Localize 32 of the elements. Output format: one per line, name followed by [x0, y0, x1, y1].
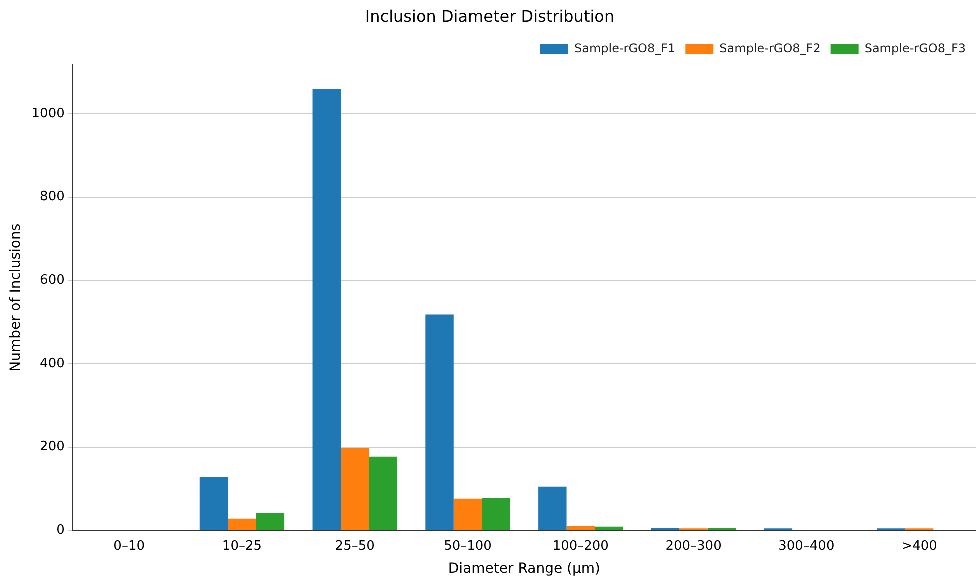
legend-label: Sample-rGO8_F3 [864, 41, 966, 56]
bar [454, 498, 482, 530]
x-tick-label: 50–100 [444, 538, 492, 554]
bar [426, 314, 454, 530]
y-tick-label: 800 [40, 190, 65, 205]
bar [340, 448, 370, 530]
bar [369, 456, 398, 530]
x-tick-label: 200–300 [666, 538, 722, 554]
legend-label: Sample-rGO8_F2 [720, 41, 821, 56]
bar [482, 498, 510, 530]
x-axis-title: Diameter Range (µm) [448, 561, 600, 578]
y-tick-label: 1000 [32, 106, 65, 122]
x-tick-label: 25–50 [335, 538, 375, 554]
bar [200, 477, 228, 530]
x-tick-label: 10–25 [222, 538, 262, 554]
bar [566, 526, 595, 530]
chart-title: Inclusion Diameter Distribution [365, 6, 615, 26]
bar [595, 526, 624, 530]
x-tick-label: >400 [902, 538, 938, 554]
bar [256, 513, 285, 530]
y-tick-label: 600 [40, 272, 65, 288]
y-tick-label: 200 [40, 440, 65, 455]
x-tick-label: 100–200 [552, 538, 609, 554]
x-tick-label: 0–10 [114, 538, 145, 554]
bar [312, 88, 341, 530]
x-tick-label: 300–400 [778, 538, 835, 554]
y-axis-title: Number of Inclusions [8, 224, 24, 372]
y-tick-label: 400 [40, 356, 65, 372]
y-tick-label: 0 [56, 522, 65, 538]
legend-label: Sample-rGO8_F1 [574, 41, 676, 56]
bar [538, 486, 567, 530]
bar [228, 518, 256, 530]
